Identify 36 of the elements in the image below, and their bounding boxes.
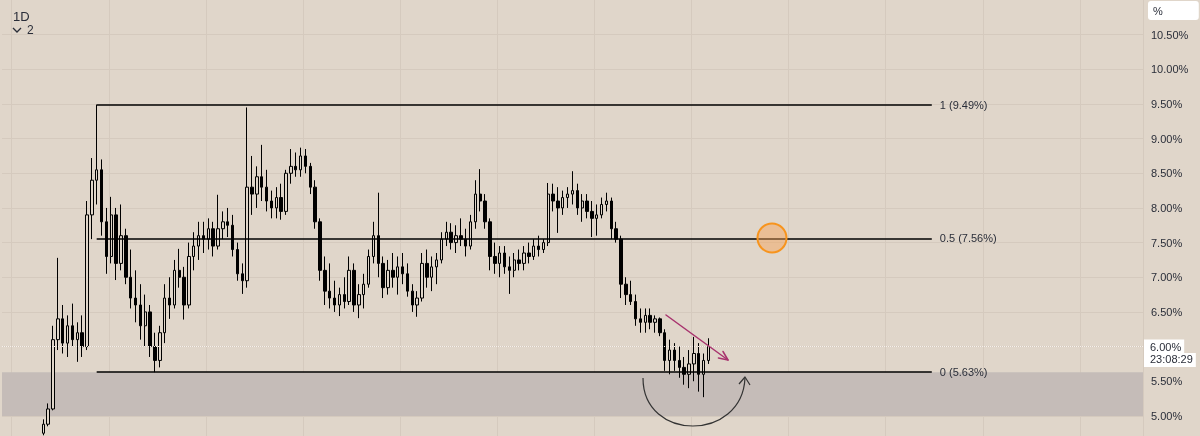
y-tick-label: 7.00% (1151, 271, 1183, 284)
candlestick (406, 262, 409, 298)
candlestick (576, 183, 579, 216)
y-tick-label: 9.50% (1151, 97, 1183, 110)
ref-line-label: 1 (9.49%) (939, 98, 988, 111)
candlestick (639, 307, 642, 334)
candlestick (304, 148, 307, 174)
candlestick (139, 283, 142, 341)
candlestick (168, 276, 171, 320)
candlestick (71, 303, 74, 348)
y-tick-label: 5.00% (1151, 409, 1183, 422)
y-axis-title: % (1153, 4, 1163, 17)
y-tick-label: 8.00% (1151, 201, 1183, 214)
candlestick (134, 269, 137, 323)
text: 23:08:29 (1150, 352, 1193, 365)
candlestick (270, 190, 273, 219)
candlestick (333, 280, 336, 313)
y-tick-label: 7.50% (1151, 236, 1183, 249)
y-tick-label: 10.50% (1151, 28, 1189, 41)
candlestick (508, 255, 511, 295)
y-tick-label: 5.50% (1151, 375, 1183, 388)
y-tick-label: 6.50% (1151, 305, 1183, 318)
ref-line-label: 0.5 (7.56%) (939, 232, 997, 245)
annotation: 2 (27, 23, 34, 37)
y-tick-label: 8.50% (1151, 167, 1183, 180)
candlestick (236, 242, 239, 282)
text: 1D (13, 9, 30, 24)
candlestick (265, 169, 268, 212)
y-tick-label: 9.00% (1151, 132, 1183, 145)
ref-line-label: 0 (5.63%) (939, 366, 988, 379)
candlestick (503, 245, 506, 275)
candlestick (634, 294, 637, 327)
y-tick-label: 10.00% (1151, 63, 1189, 76)
ref-line-label: 6.00% (1150, 340, 1182, 353)
candlestick (100, 158, 103, 237)
candlestick (401, 252, 404, 285)
